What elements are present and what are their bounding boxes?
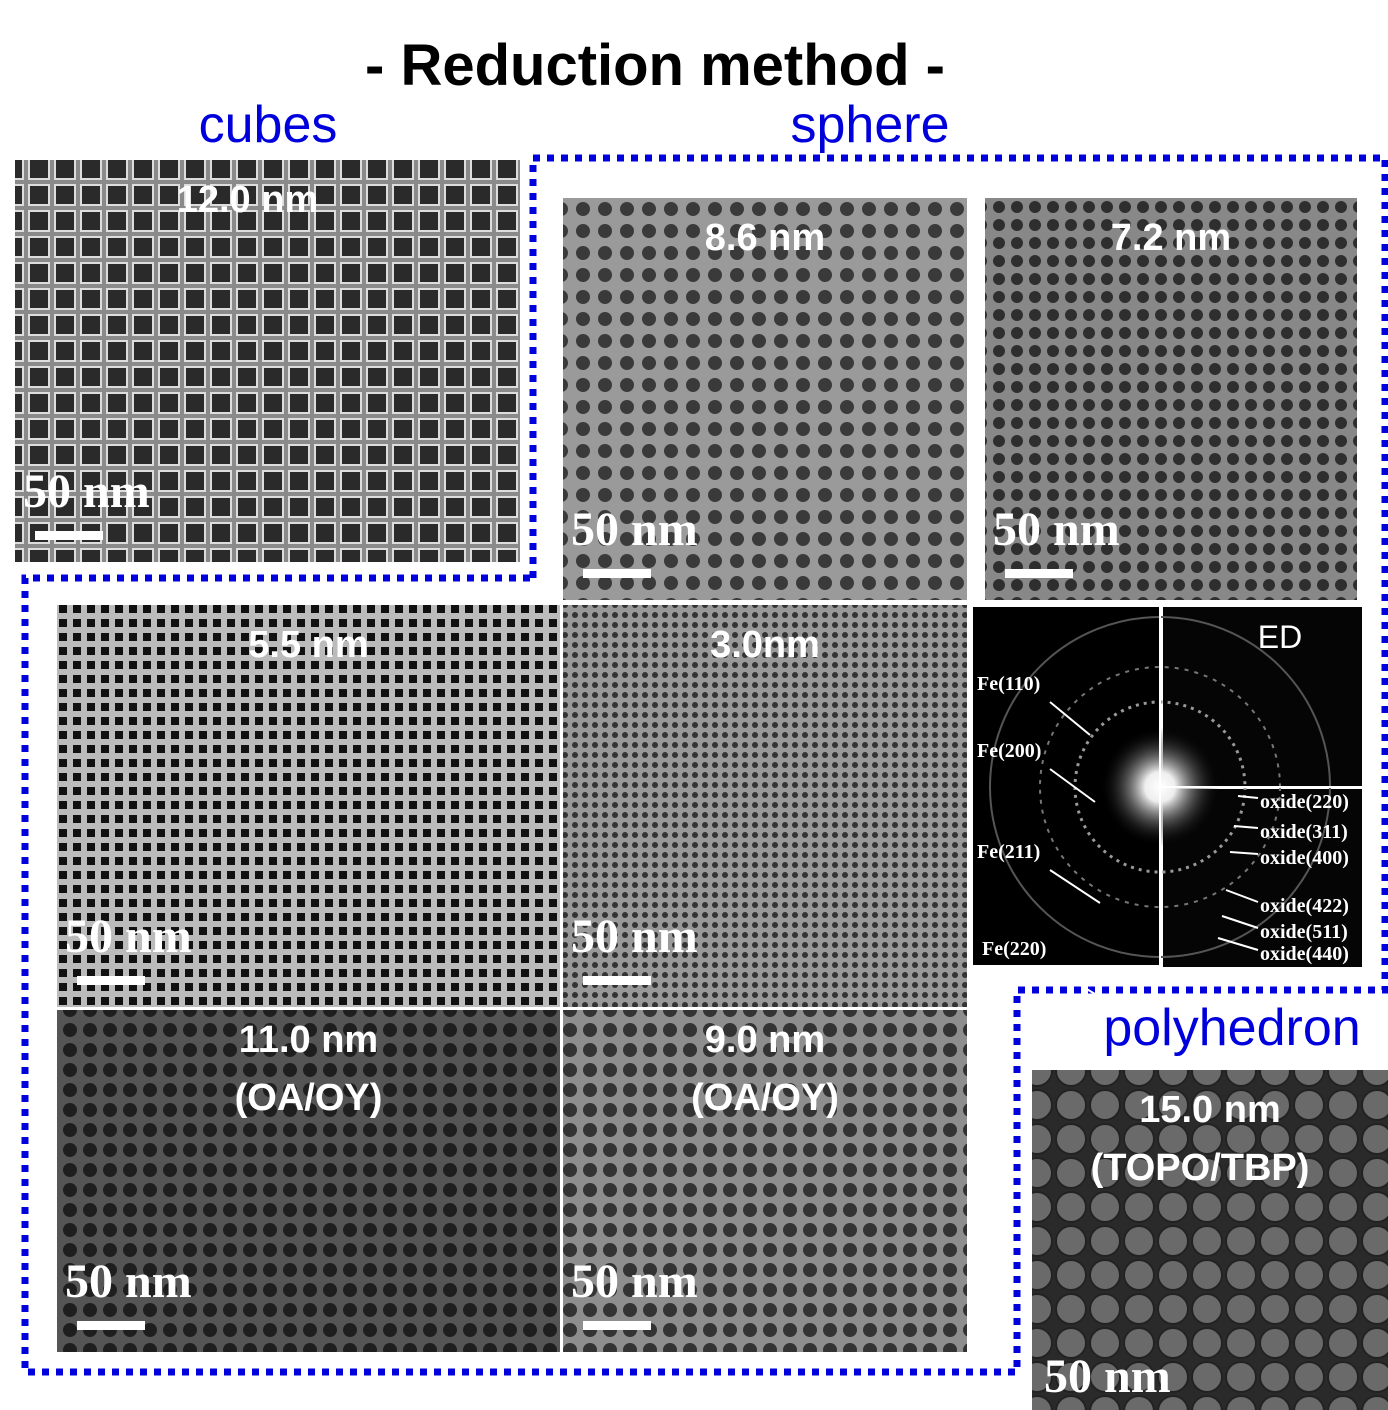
size-label: 8.6 nm (705, 217, 825, 259)
fe-peak-label: Fe(200) (977, 740, 1041, 762)
scale-label: 50 nm (65, 910, 192, 963)
ligand-label: (OA/OY) (235, 1077, 383, 1119)
scale-bar (583, 569, 651, 578)
scale-label: 50 nm (571, 503, 698, 556)
oxide-peak-label: oxide(311) (1260, 821, 1348, 843)
title: - Reduction method - (365, 33, 945, 98)
fe-peak-label: Fe(220) (982, 938, 1046, 960)
group-label: polyhedron (1103, 999, 1360, 1057)
scale-bar (1005, 569, 1073, 578)
oxide-peak-label: oxide(511) (1260, 921, 1348, 943)
scale-label: 50 nm (571, 1255, 698, 1308)
group-label: sphere (791, 96, 950, 154)
scale-label: 50 nm (23, 465, 150, 518)
oxide-peak-label: oxide(440) (1260, 943, 1349, 965)
size-label: 5.5 nm (248, 624, 368, 666)
scale-label: 50 nm (993, 503, 1120, 556)
scale-bar (77, 1321, 145, 1330)
ed-label: ED (1258, 619, 1302, 655)
scale-bar (583, 976, 651, 985)
ligand-label: (TOPO/TBP) (1091, 1147, 1310, 1189)
scale-bar (77, 976, 145, 985)
figure: - Reduction method - cubes sphere polyhe… (0, 0, 1388, 1410)
size-label: 3.0nm (710, 624, 820, 666)
scale-label: 50 nm (65, 1255, 192, 1308)
size-label: 11.0 nm (239, 1019, 378, 1061)
size-label: 12.0 nm (177, 179, 319, 221)
size-label: 15.0 nm (1139, 1089, 1281, 1131)
scale-bar (35, 531, 103, 540)
oxide-peak-label: oxide(422) (1260, 895, 1349, 917)
oxide-peak-label: oxide(220) (1260, 791, 1349, 813)
scale-bar (583, 1321, 651, 1330)
size-label: 9.0 nm (705, 1019, 825, 1061)
oxide-peak-label: oxide(400) (1260, 847, 1349, 869)
ligand-label: (OA/OY) (691, 1077, 839, 1119)
peak-arrow (1050, 967, 1105, 1000)
fe-peak-label: Fe(211) (977, 841, 1040, 863)
diffraction-panel: ED Fe(110) Fe(200) Fe(211) Fe(220) oxide(220… (973, 607, 1362, 1000)
scale-label: 50 nm (1044, 1350, 1171, 1403)
scale-label: 50 nm (571, 910, 698, 963)
size-label: 7.2 nm (1111, 217, 1231, 259)
fe-peak-label: Fe(110) (977, 673, 1040, 695)
group-label: cubes (199, 96, 338, 154)
